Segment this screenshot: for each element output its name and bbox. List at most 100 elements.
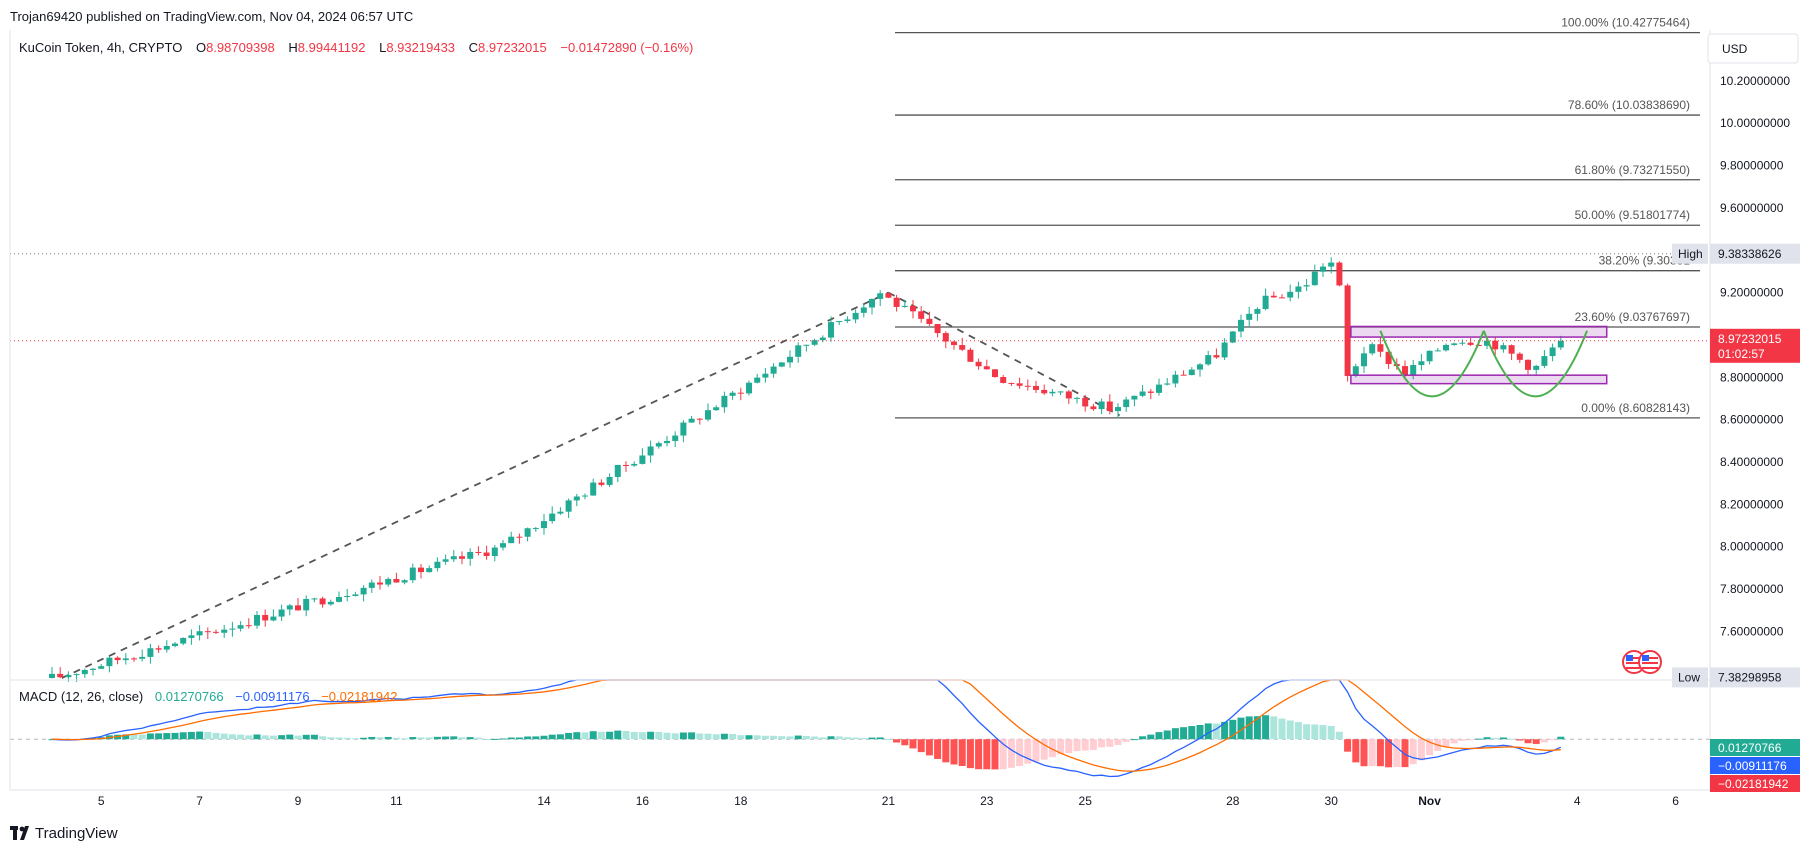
candle-body: [475, 551, 482, 553]
macd-histogram-bar: [827, 736, 835, 740]
candle-body: [1221, 342, 1228, 358]
macd-histogram-bar: [819, 737, 827, 740]
candle-body: [1344, 285, 1351, 376]
macd-histogram-bar: [573, 732, 581, 740]
candle-body: [1270, 295, 1277, 298]
candle-body: [1180, 374, 1187, 376]
macd-histogram-bar: [966, 739, 974, 769]
macd-histogram-bar: [1409, 739, 1417, 765]
trend-line[interactable]: [887, 291, 1121, 417]
candle-body: [770, 366, 777, 374]
trend-lines[interactable]: [61, 291, 1121, 679]
fib-level-label: 100.00% (10.42775464): [1561, 16, 1690, 30]
macd-histogram-bar: [1106, 739, 1114, 747]
macd-histogram-bar: [417, 737, 425, 740]
candle-body: [1328, 262, 1335, 267]
time-tick: 11: [390, 794, 403, 808]
pattern-annotations[interactable]: [10, 253, 1710, 398]
macd-legend: MACD (12, 26, close) 0.01270766 −0.00911…: [19, 689, 397, 704]
support-zone[interactable]: [1350, 374, 1608, 385]
candle-body: [1156, 384, 1162, 393]
macd-histogram-bar: [811, 736, 819, 740]
macd-histogram-bar: [1188, 726, 1196, 740]
candle-body: [639, 455, 646, 464]
candle-body: [368, 582, 375, 588]
candle-body: [180, 637, 187, 644]
candle-body: [1024, 385, 1031, 387]
candle-body: [713, 407, 720, 411]
candle-body: [557, 511, 564, 514]
candle-body: [1451, 343, 1458, 345]
candle-body: [90, 668, 96, 670]
macd-histogram-bar: [1327, 726, 1335, 740]
candle-body: [901, 305, 908, 307]
candle-body: [1238, 319, 1244, 332]
candle-body: [221, 629, 228, 633]
candle-body: [344, 595, 351, 598]
candle-body: [942, 333, 949, 342]
macd-legend-macd: −0.00911176: [235, 689, 309, 704]
fibonacci-retracement[interactable]: 100.00% (10.42775464) 78.60% (10.03838690…: [895, 16, 1700, 419]
macd-histogram-bar: [196, 731, 204, 740]
cup-pattern[interactable]: [1379, 330, 1485, 398]
macd-histogram-bar: [269, 735, 277, 740]
macd-histogram-bar: [212, 732, 220, 740]
macd-histogram-bar: [1130, 739, 1138, 741]
candle-body: [795, 345, 802, 357]
macd-histogram-bar: [450, 736, 458, 740]
macd-histogram-bar: [958, 739, 966, 766]
macd-histogram-bar: [138, 734, 146, 740]
macd-histogram-bar: [852, 737, 860, 740]
macd-histogram-bar: [1073, 739, 1081, 752]
last-price-tag: [1710, 328, 1800, 363]
macd-histogram-bar: [245, 735, 253, 740]
cup-pattern[interactable]: [1482, 330, 1588, 398]
candle-body: [1049, 391, 1056, 394]
candle-body: [1164, 383, 1171, 385]
macd-histogram-bar: [1253, 716, 1261, 740]
candle-body: [434, 561, 441, 569]
candle-body: [778, 362, 785, 367]
candle-body: [631, 463, 638, 466]
candle-body: [1074, 397, 1080, 399]
candle-body: [1426, 350, 1433, 362]
macd-histogram-bar: [507, 737, 515, 740]
price-tick: 8.20000000: [1720, 497, 1784, 511]
candle-body: [910, 305, 916, 312]
candle-body: [1508, 345, 1515, 354]
candle-body: [303, 598, 310, 611]
candle-body: [688, 418, 695, 423]
macd-histogram-bar: [1180, 727, 1188, 740]
macd-histogram-bar: [237, 734, 245, 740]
candle-body: [565, 500, 572, 512]
candle-body: [1295, 286, 1302, 292]
candle-body: [1065, 391, 1072, 399]
candle-body: [787, 356, 793, 363]
candle-body: [163, 645, 170, 650]
candle-body: [844, 319, 851, 322]
candle-body: [877, 293, 884, 299]
macd-histogram-bar: [1139, 736, 1147, 740]
resistance-zone[interactable]: [1350, 325, 1608, 338]
axes[interactable]: 10.20000000 10.00000000 9.80000000 9.600000…: [9, 30, 1800, 808]
candle-body: [1197, 364, 1203, 370]
tradingview-logo[interactable]: TradingView: [10, 825, 118, 842]
candle-body: [500, 543, 506, 548]
price-tick: 8.00000000: [1720, 540, 1784, 554]
macd-histogram-bar: [581, 732, 589, 740]
candle-body: [705, 410, 711, 420]
macd-histogram-bar: [794, 735, 802, 740]
macd-tag-signal: [1710, 775, 1800, 792]
macd-tag-macd-value: −0.00911176: [1718, 759, 1787, 773]
macd-histogram-bar: [1385, 739, 1393, 768]
macd-histogram-bar: [893, 739, 901, 743]
candle-body: [1352, 366, 1359, 376]
currency-button[interactable]: USD: [1707, 33, 1799, 64]
flag-icons[interactable]: [1622, 650, 1662, 674]
macd-histogram-bar: [1065, 739, 1073, 754]
candle-body: [155, 648, 162, 650]
trend-line[interactable]: [61, 291, 889, 679]
ohlc-legend: KuCoin Token, 4h, CRYPTO O8.98709398 H8.…: [19, 40, 693, 55]
candle-body: [590, 482, 597, 496]
